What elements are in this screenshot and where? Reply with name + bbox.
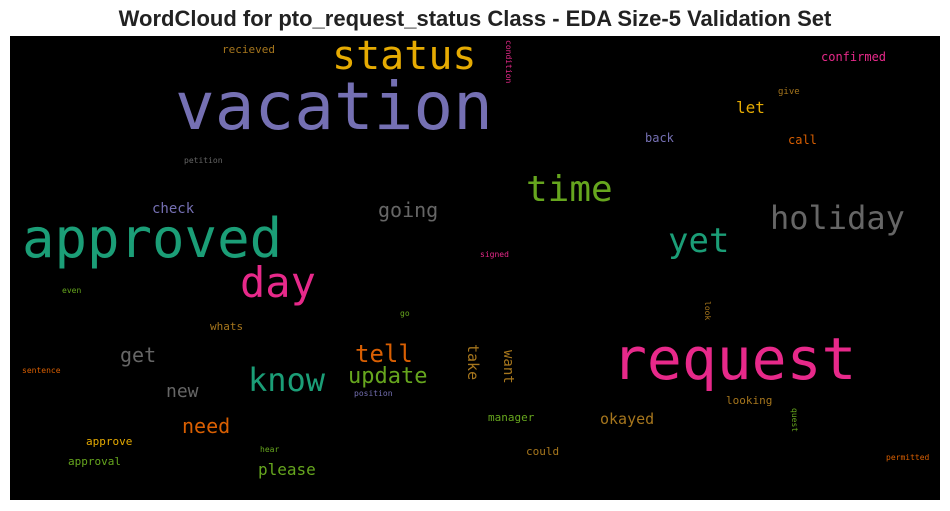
word-yet: yet xyxy=(668,221,730,261)
word-going: going xyxy=(378,198,439,222)
word-update: update xyxy=(348,364,428,389)
word-approve: approve xyxy=(86,435,133,448)
word-give: give xyxy=(778,87,800,97)
word-petition: petition xyxy=(184,156,223,165)
word-approved: approved xyxy=(22,207,283,270)
word-let: let xyxy=(736,98,765,117)
word-please: please xyxy=(258,460,316,479)
word-vacation: vacation xyxy=(175,68,493,145)
word-quest: quest xyxy=(790,408,799,433)
word-signed: signed xyxy=(480,250,509,259)
word-recieved: recieved xyxy=(222,43,275,56)
word-time: time xyxy=(526,169,613,210)
word-look: look xyxy=(703,301,712,321)
word-could: could xyxy=(526,445,560,458)
word-back: back xyxy=(645,131,674,145)
word-status: status xyxy=(332,36,477,79)
word-take: take xyxy=(464,344,482,381)
word-looking: looking xyxy=(726,394,773,407)
chart-title: WordCloud for pto_request_status Class -… xyxy=(118,6,832,31)
word-holiday: holiday xyxy=(770,199,905,237)
word-permitted: permitted xyxy=(886,453,930,462)
word-sentence: sentence xyxy=(22,366,61,375)
wordcloud-canvas: vacation request approved status holiday day t… xyxy=(10,36,940,500)
word-okayed: okayed xyxy=(600,410,655,428)
word-check: check xyxy=(152,201,195,217)
word-tell: tell xyxy=(355,340,413,368)
word-call: call xyxy=(788,133,817,147)
word-day: day xyxy=(240,258,316,307)
word-even: even xyxy=(62,286,82,295)
word-need: need xyxy=(182,414,231,438)
word-get: get xyxy=(120,343,157,367)
word-approval: approval xyxy=(68,455,121,468)
word-manager: manager xyxy=(488,411,535,424)
word-position: position xyxy=(354,389,393,398)
word-go: go xyxy=(400,309,410,318)
word-condition: condition xyxy=(504,40,513,84)
word-know: know xyxy=(248,361,326,399)
word-confirmed: confirmed xyxy=(821,50,887,64)
word-request: request xyxy=(612,325,857,393)
word-want: want xyxy=(500,350,516,384)
word-hear: hear xyxy=(260,445,280,454)
word-new: new xyxy=(166,381,199,402)
word-whats: whats xyxy=(210,320,244,333)
